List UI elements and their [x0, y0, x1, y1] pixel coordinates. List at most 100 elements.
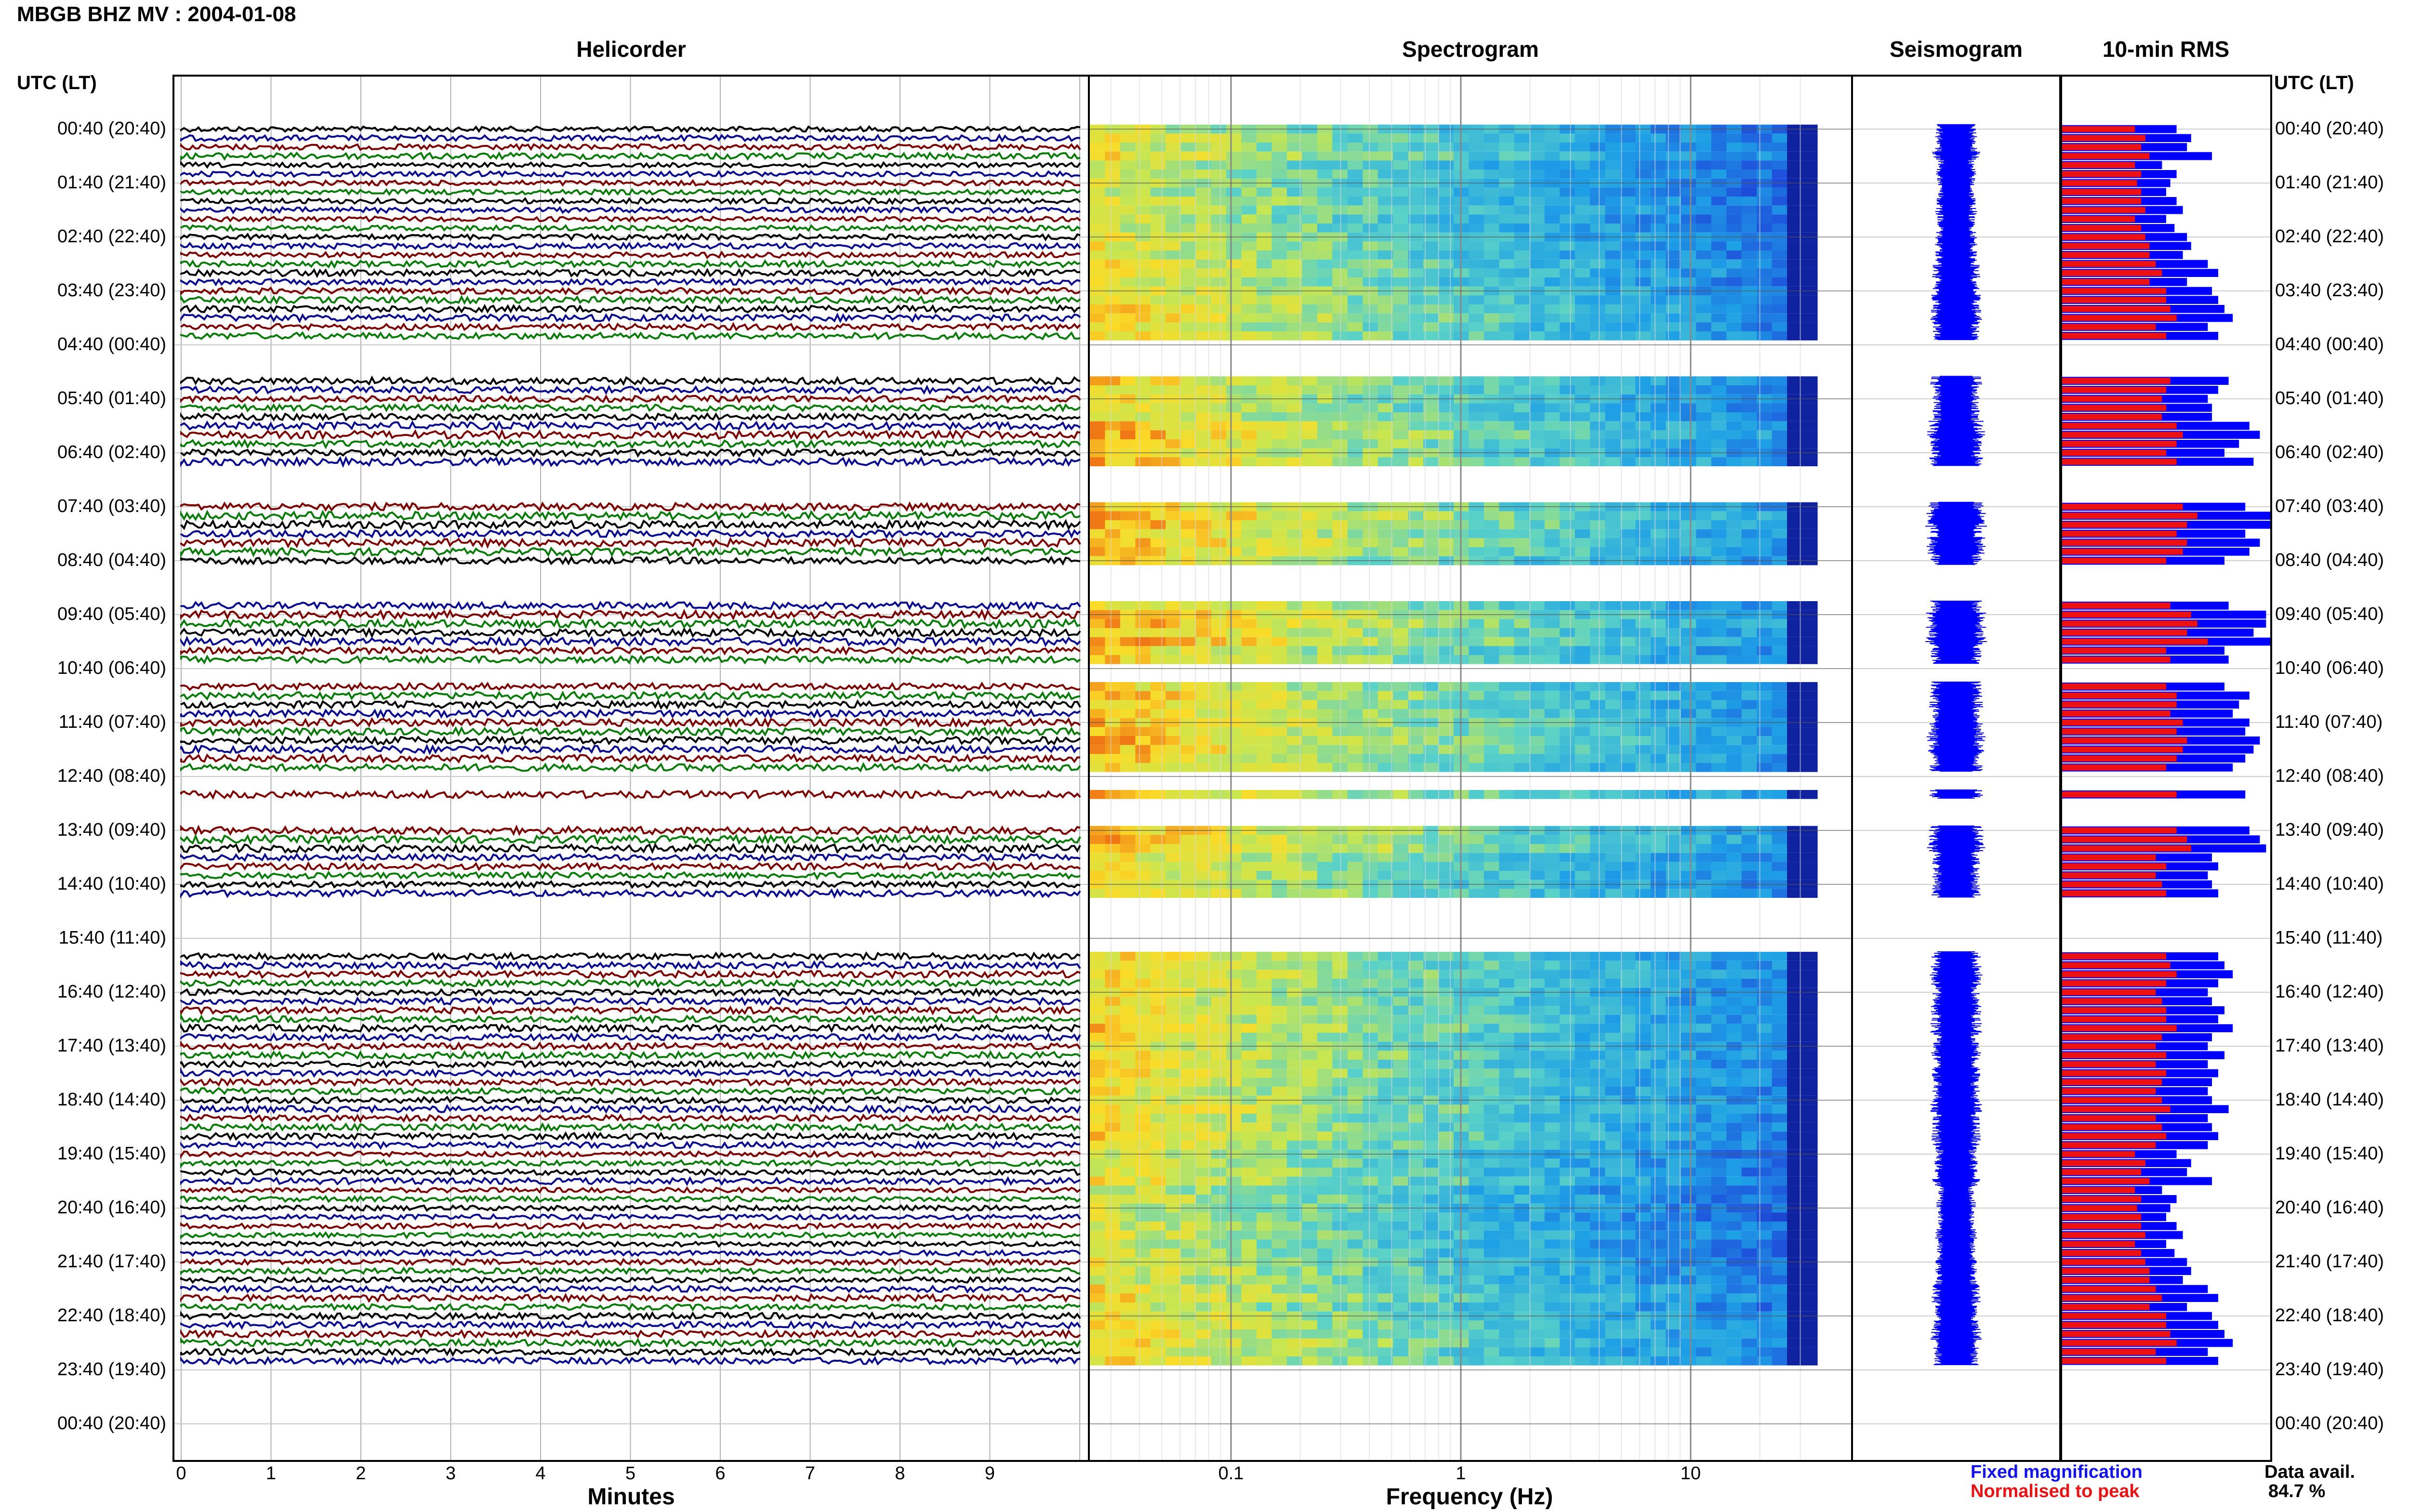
spectrogram-cell: [1196, 727, 1212, 736]
spectrogram-cell: [1180, 160, 1196, 170]
spectrogram-cell: [1590, 700, 1606, 709]
spectrogram-cell: [1196, 547, 1212, 556]
spectrogram-cell: [1393, 1141, 1409, 1150]
spectrogram-cell: [1150, 277, 1166, 287]
spectrogram-cell: [1757, 709, 1773, 718]
spectrogram-cell: [1620, 1249, 1636, 1258]
spectrogram-cell: [1726, 952, 1742, 961]
helicorder-title: Helicorder: [576, 37, 686, 62]
spectrogram-cell: [1120, 331, 1136, 341]
spectrogram-cell: [1165, 1024, 1181, 1033]
spectrogram-cell: [1363, 304, 1378, 314]
spectrogram-cell: [1560, 727, 1575, 736]
helicorder-trace: [180, 224, 1081, 232]
spectrogram-cell: [1681, 1185, 1696, 1195]
spectrogram-cell: [1499, 997, 1515, 1006]
spectrogram-cell: [1726, 1222, 1742, 1231]
spectrogram-cell: [1180, 1222, 1196, 1231]
spectrogram-cell: [1135, 646, 1151, 655]
spectrogram-cell: [1469, 197, 1484, 206]
spectrogram-cell: [1105, 1141, 1121, 1150]
spectrogram-cell: [1499, 952, 1515, 961]
spectrogram-cell: [1211, 224, 1227, 233]
spectrogram-cell: [1772, 1087, 1787, 1096]
spectrogram-cell: [1529, 313, 1545, 323]
spectrogram-cell: [1377, 403, 1393, 412]
spectrogram-cell: [1802, 241, 1818, 250]
spectrogram-cell: [1772, 376, 1787, 385]
spectrogram-cell: [1544, 313, 1560, 323]
spectrogram-cell: [1772, 1114, 1787, 1123]
spectrogram-cell: [1165, 304, 1181, 314]
spectrogram-cell: [1135, 250, 1151, 260]
helicorder-trace: [180, 286, 1081, 296]
spectrogram-cell: [1302, 1078, 1318, 1087]
spectrogram-cell: [1802, 304, 1818, 314]
spectrogram-cell: [1681, 646, 1696, 655]
spectrogram-cell: [1560, 376, 1575, 385]
spectrogram-cell: [1726, 1168, 1742, 1177]
spectrogram-cell: [1302, 601, 1318, 610]
spectrogram-cell: [1696, 151, 1712, 161]
spectrogram-cell: [1347, 835, 1363, 844]
spectrogram-cell: [1226, 241, 1242, 250]
spectrogram-cell: [1120, 241, 1136, 250]
spectrogram-cell: [1271, 241, 1287, 250]
spectrogram-cell: [1196, 259, 1212, 269]
spectrogram-cell: [1363, 421, 1378, 431]
spectrogram-cell: [1605, 682, 1621, 691]
spectrogram-cell: [1757, 727, 1773, 736]
spectrogram-cell: [1605, 403, 1621, 412]
spectrogram-cell: [1287, 205, 1303, 215]
spectrogram-cell: [1438, 1249, 1454, 1258]
spectrogram-cell: [1105, 1104, 1121, 1114]
spectrogram-cell: [1196, 1068, 1212, 1078]
spectrogram-cell: [1711, 745, 1727, 754]
spectrogram-cell: [1423, 1068, 1439, 1078]
spectrogram-cell: [1180, 1104, 1196, 1114]
spectrogram-cell: [1757, 1051, 1773, 1060]
spectrogram-cell: [1514, 160, 1530, 170]
spectrogram-cell: [1257, 1078, 1272, 1087]
spectrogram-cell: [1681, 439, 1696, 448]
spectrogram-cell: [1257, 1249, 1272, 1258]
spectrogram-cell: [1135, 1185, 1151, 1195]
spectrogram-cell: [1211, 259, 1227, 269]
spectrogram-cell: [1635, 241, 1651, 250]
spectrogram-cell: [1287, 997, 1303, 1006]
spectrogram-cell: [1514, 754, 1530, 763]
spectrogram-cell: [1802, 547, 1818, 556]
spectrogram-cell: [1317, 1078, 1333, 1087]
spectrogram-cell: [1529, 277, 1545, 287]
spectrogram-cell: [1590, 1131, 1606, 1141]
spectrogram-cell: [1180, 197, 1196, 206]
spectrogram-cell: [1332, 1249, 1348, 1258]
spectrogram-cell: [1302, 862, 1318, 871]
spectrogram-cell: [1120, 853, 1136, 862]
spectrogram-cell: [1135, 430, 1151, 439]
spectrogram-cell: [1544, 844, 1560, 853]
spectrogram-cell: [1165, 143, 1181, 152]
spectrogram-cell: [1423, 295, 1439, 304]
spectrogram-cell: [1347, 1230, 1363, 1240]
spectrogram-cell: [1711, 1104, 1727, 1114]
spectrogram-cell: [1483, 439, 1499, 448]
spectrogram-cell: [1544, 1131, 1560, 1141]
spectrogram-cell: [1347, 1060, 1363, 1069]
spectrogram-cell: [1635, 197, 1651, 206]
spectrogram-cell: [1529, 529, 1545, 539]
spectrogram-cell: [1635, 655, 1651, 664]
spectrogram-cell: [1787, 1014, 1803, 1024]
spectrogram-cell: [1787, 1104, 1803, 1114]
spectrogram-cell: [1620, 709, 1636, 718]
spectrogram-cell: [1332, 277, 1348, 287]
spectrogram-cell: [1211, 1078, 1227, 1087]
spectrogram-cell: [1635, 457, 1651, 466]
spectrogram-cell: [1483, 214, 1499, 224]
spectrogram-cell: [1787, 889, 1803, 898]
spectrogram-cell: [1802, 1158, 1818, 1168]
spectrogram-cell: [1651, 763, 1667, 772]
spectrogram-cell: [1120, 160, 1136, 170]
spectrogram-cell: [1287, 727, 1303, 736]
spectrogram-cell: [1802, 457, 1818, 466]
